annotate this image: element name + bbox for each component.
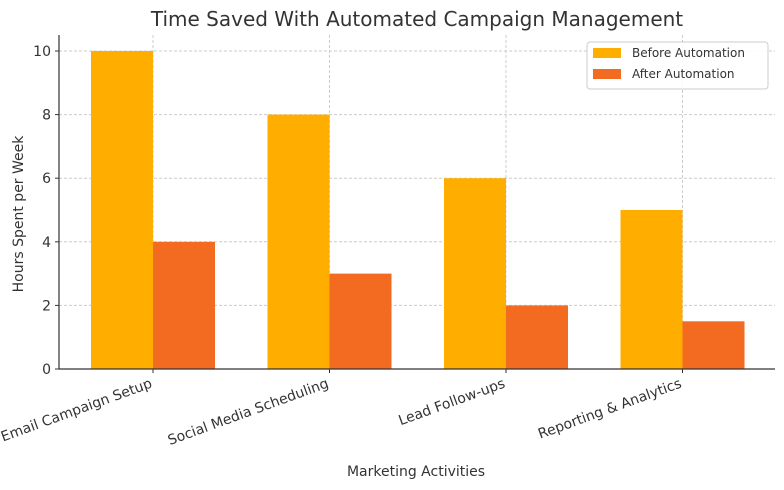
chart-title: Time Saved With Automated Campaign Manag… bbox=[150, 7, 683, 31]
legend-swatch bbox=[593, 69, 621, 79]
y-tick-label: 10 bbox=[33, 44, 51, 60]
legend: Before Automation After Automation bbox=[586, 41, 769, 90]
bar-after-automation-0 bbox=[153, 241, 215, 369]
legend-label: After Automation bbox=[632, 67, 735, 81]
bar-after-automation-1 bbox=[329, 273, 392, 369]
bar-before-automation-3 bbox=[620, 210, 683, 369]
x-tick-label: Email Campaign Setup bbox=[0, 376, 154, 446]
x-tick-label: Reporting & Analytics bbox=[536, 376, 684, 443]
legend-label: Before Automation bbox=[632, 46, 745, 60]
bar-before-automation-2 bbox=[444, 178, 506, 369]
legend-swatch bbox=[593, 48, 621, 58]
x-axis-label: Marketing Activities bbox=[347, 464, 485, 480]
bars bbox=[91, 51, 745, 369]
y-tick-label: 4 bbox=[42, 235, 51, 251]
bar-before-automation-0 bbox=[91, 51, 153, 369]
bar-after-automation-2 bbox=[506, 305, 568, 369]
bar-after-automation-3 bbox=[682, 321, 745, 369]
y-tick-label: 6 bbox=[42, 171, 51, 187]
x-tick-label: Lead Follow-ups bbox=[397, 376, 508, 429]
y-tick-label: 2 bbox=[42, 298, 51, 314]
y-tick-label: 0 bbox=[42, 362, 51, 378]
x-tick-label: Social Media Scheduling bbox=[166, 376, 331, 449]
y-tick-label: 8 bbox=[42, 108, 51, 124]
y-axis-label: Hours Spent per Week bbox=[11, 135, 27, 293]
bar-before-automation-1 bbox=[267, 114, 330, 369]
